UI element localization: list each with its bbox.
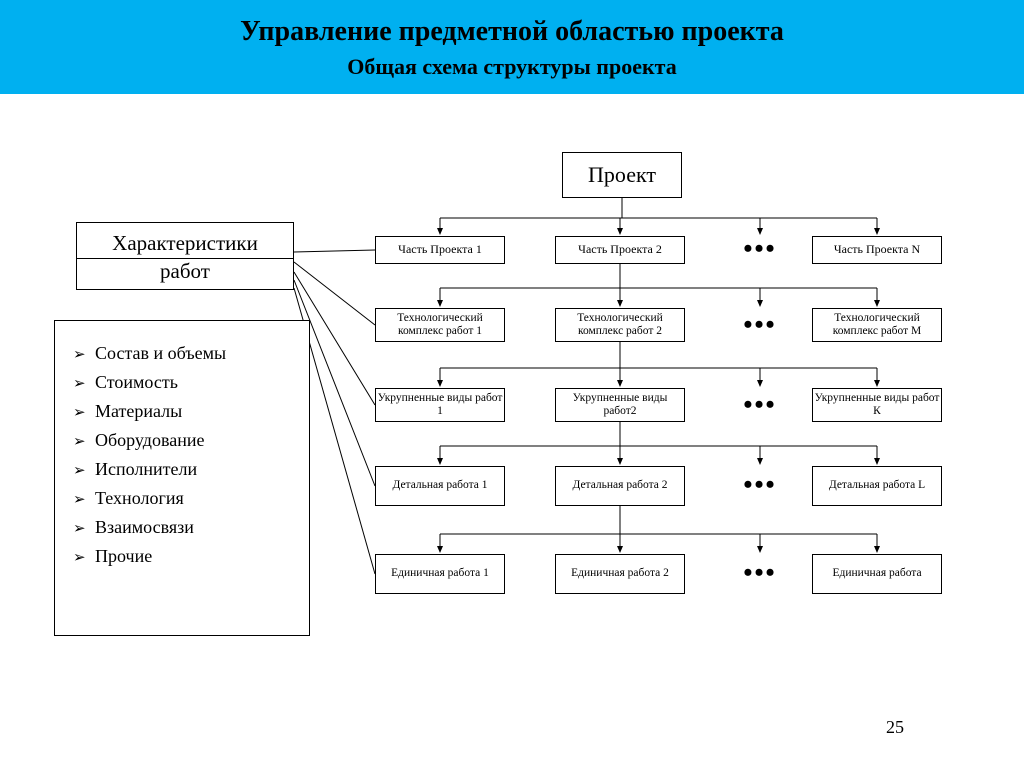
characteristics-title-2: работ: [77, 259, 293, 284]
node-detail-2: Детальная работа 2: [555, 466, 685, 506]
node-complex-m: Технологический комплекс работ М: [812, 308, 942, 342]
node-part-1: Часть Проекта 1: [375, 236, 505, 264]
list-item: ➢ Технология: [73, 488, 291, 509]
node-unit-last: Единичная работа: [812, 554, 942, 594]
node-unit-2-label: Единичная работа 2: [571, 567, 669, 580]
node-detail-2-label: Детальная работа 2: [572, 479, 667, 492]
dots-row3: •••: [735, 390, 785, 420]
node-root: Проект: [562, 152, 682, 198]
node-enlarged-2: Укрупненные виды работ2: [555, 388, 685, 422]
node-complex-1: Технологический комплекс работ 1: [375, 308, 505, 342]
list-item-label: Исполнители: [95, 459, 197, 479]
characteristics-list: ➢ Состав и объемы ➢ Стоимость ➢ Материалы ➢…: [54, 320, 310, 636]
bullet-icon: ➢: [73, 345, 89, 364]
node-detail-1-label: Детальная работа 1: [392, 479, 487, 492]
bullet-icon: ➢: [73, 490, 89, 509]
node-enlarged-k: Укрупненные виды работ К: [812, 388, 942, 422]
page-subtitle: Общая схема структуры проекта: [0, 54, 1024, 80]
bullet-icon: ➢: [73, 461, 89, 480]
dots-row5: •••: [735, 558, 785, 588]
list-item: ➢ Материалы: [73, 401, 291, 422]
dots-row1: •••: [735, 234, 785, 264]
list-item: ➢ Прочие: [73, 546, 291, 567]
node-part-2: Часть Проекта 2: [555, 236, 685, 264]
bullet-icon: ➢: [73, 374, 89, 393]
characteristics-box: Характеристики работ: [76, 222, 294, 290]
page-number: 25: [886, 717, 904, 738]
dots-row4: •••: [735, 470, 785, 500]
bullet-icon: ➢: [73, 432, 89, 451]
node-unit-2: Единичная работа 2: [555, 554, 685, 594]
list-item-label: Технология: [95, 488, 184, 508]
node-detail-1: Детальная работа 1: [375, 466, 505, 506]
node-unit-1: Единичная работа 1: [375, 554, 505, 594]
node-complex-2: Технологический комплекс работ 2: [555, 308, 685, 342]
bullet-icon: ➢: [73, 519, 89, 538]
page-title: Управление предметной областью проекта: [0, 16, 1024, 48]
bullet-icon: ➢: [73, 403, 89, 422]
node-enlarged-1: Укрупненные виды работ 1: [375, 388, 505, 422]
node-detail-l: Детальная работа L: [812, 466, 942, 506]
list-item-label: Материалы: [95, 401, 182, 421]
list-item-label: Прочие: [95, 546, 152, 566]
list-item: ➢ Взаимосвязи: [73, 517, 291, 538]
list-item: ➢ Оборудование: [73, 430, 291, 451]
list-item-label: Стоимость: [95, 372, 178, 392]
list-item: ➢ Стоимость: [73, 372, 291, 393]
node-unit-last-label: Единичная работа: [832, 567, 921, 580]
characteristics-title-1: Характеристики: [77, 229, 293, 259]
bullet-icon: ➢: [73, 548, 89, 567]
list-item-label: Оборудование: [95, 430, 204, 450]
list-item: ➢ Состав и объемы: [73, 343, 291, 364]
dots-row2: •••: [735, 310, 785, 340]
node-part-n: Часть Проекта N: [812, 236, 942, 264]
node-detail-l-label: Детальная работа L: [829, 479, 925, 492]
list-item-label: Взаимосвязи: [95, 517, 194, 537]
list-item: ➢ Исполнители: [73, 459, 291, 480]
header: Управление предметной областью проекта О…: [0, 0, 1024, 94]
list-item-label: Состав и объемы: [95, 343, 226, 363]
node-unit-1-label: Единичная работа 1: [391, 567, 489, 580]
